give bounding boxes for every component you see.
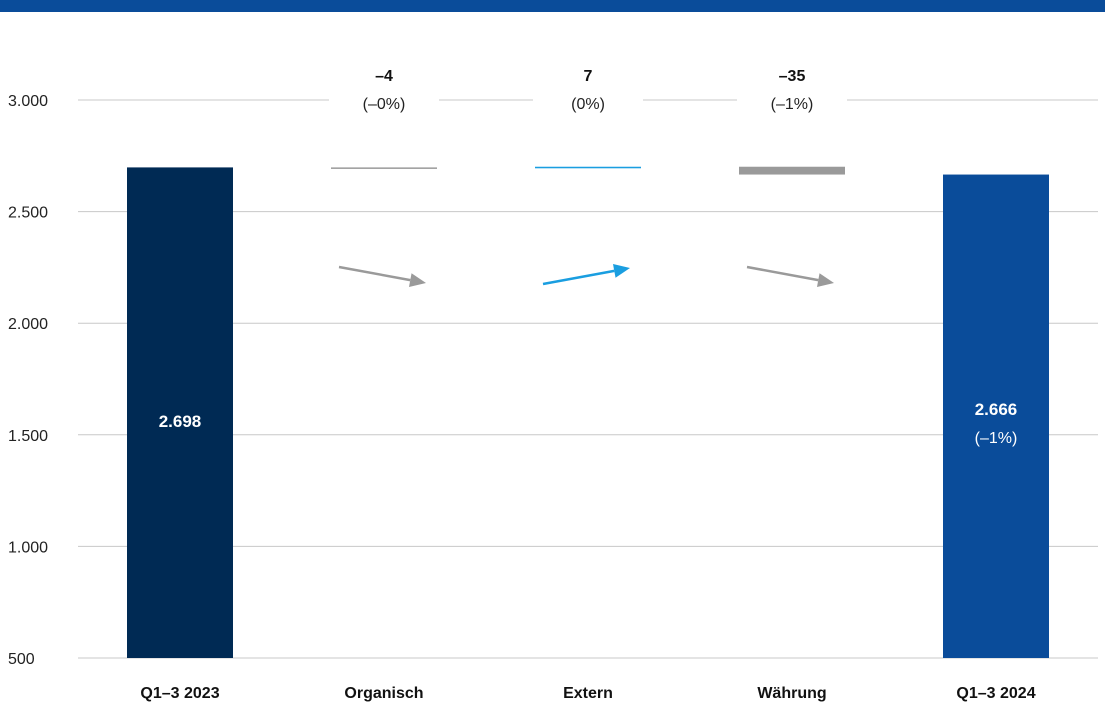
delta-value-label: –35 [779, 68, 806, 85]
x-category-label: Q1–3 2024 [956, 685, 1035, 702]
x-category-label: Extern [563, 685, 613, 702]
delta-bar [739, 166, 845, 175]
y-tick-label: 500 [8, 651, 35, 668]
x-category-label: Q1–3 2023 [140, 685, 219, 702]
y-tick-label: 2.500 [8, 205, 48, 222]
top-accent-bar [0, 0, 1105, 12]
arrow-down-icon [746, 265, 819, 282]
y-tick-label: 3.000 [8, 93, 48, 110]
bar-percent-label: (–1%) [975, 430, 1018, 447]
arrowhead-icon [408, 273, 426, 287]
delta-bar [331, 167, 437, 169]
delta-percent-label: (–1%) [771, 96, 814, 113]
label-background [329, 62, 439, 118]
y-tick-label: 2.000 [8, 316, 48, 333]
arrowhead-icon [612, 264, 630, 278]
total-bar [943, 174, 1049, 658]
delta-percent-label: (–0%) [363, 96, 406, 113]
delta-percent-label: (0%) [571, 96, 605, 113]
arrowhead-icon [816, 273, 834, 287]
bar-value-label: 2.666 [975, 400, 1018, 419]
total-bar [127, 167, 233, 658]
delta-value-label: 7 [584, 68, 593, 85]
delta-value-label: –4 [375, 68, 393, 85]
arrow-down-icon [338, 265, 411, 282]
y-tick-label: 1.000 [8, 539, 48, 556]
label-background [737, 62, 847, 118]
arrow-up-icon [542, 269, 615, 286]
bar-value-label: 2.698 [159, 412, 202, 431]
y-tick-label: 1.500 [8, 428, 48, 445]
x-category-label: Organisch [344, 685, 423, 702]
x-category-label: Währung [757, 685, 826, 702]
delta-bar [535, 166, 641, 169]
label-background [533, 62, 643, 118]
